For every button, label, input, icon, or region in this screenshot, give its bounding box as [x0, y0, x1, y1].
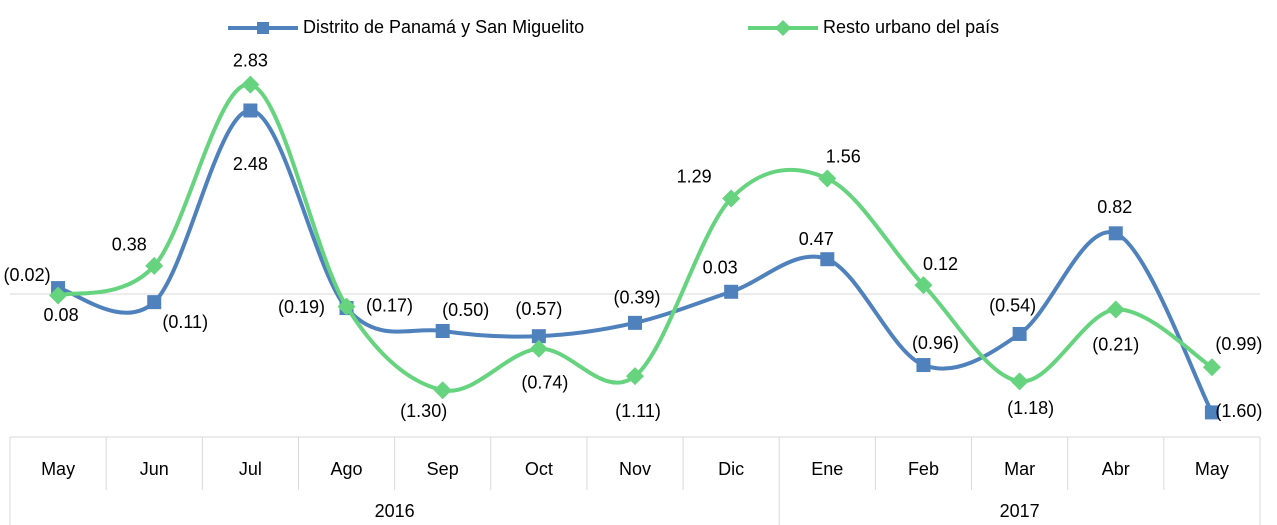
x-tick-label: Ene	[811, 459, 843, 479]
marker	[531, 329, 546, 344]
marker	[435, 324, 450, 338]
marker	[1108, 226, 1123, 241]
marker	[818, 169, 837, 188]
x-tick-label: Jul	[239, 459, 262, 479]
data-label: (1.18)	[1007, 398, 1054, 418]
marker	[147, 295, 162, 310]
marker	[724, 284, 739, 299]
data-label: (0.17)	[366, 295, 413, 315]
data-label: (0.74)	[521, 373, 568, 393]
data-label: (1.60)	[1215, 401, 1262, 421]
marker	[916, 358, 931, 373]
data-label: (0.96)	[912, 333, 959, 353]
data-label: (0.39)	[613, 288, 660, 308]
group-label: 2017	[1000, 501, 1040, 521]
x-tick-label: Jun	[140, 459, 169, 479]
legend-label: Resto urbano del país	[823, 17, 999, 37]
data-label: 0.47	[799, 229, 834, 249]
series-line	[57, 108, 1214, 414]
marker	[820, 252, 835, 267]
data-label: (0.21)	[1092, 334, 1139, 354]
data-label: (0.02)	[4, 265, 51, 285]
x-tick-label: Sep	[427, 459, 459, 479]
x-tick-label: Mar	[1004, 459, 1035, 479]
marker	[722, 189, 741, 208]
marker	[529, 339, 548, 358]
data-label: 0.03	[703, 258, 738, 278]
x-tick-label: Abr	[1102, 459, 1130, 479]
data-label: 1.56	[826, 146, 861, 166]
data-label: 0.38	[112, 235, 147, 255]
data-label: 0.12	[923, 254, 958, 274]
x-tick-label: Feb	[908, 459, 939, 479]
data-label: 0.82	[1097, 197, 1132, 217]
x-tick-label: Ago	[331, 459, 363, 479]
marker	[337, 297, 356, 316]
marker	[145, 256, 164, 275]
marker	[243, 103, 258, 118]
marker	[1204, 405, 1219, 420]
data-label: (0.57)	[515, 299, 562, 319]
x-tick-label: May	[1195, 459, 1229, 479]
data-label: 2.83	[233, 50, 268, 70]
data-label: 2.48	[233, 154, 268, 174]
marker	[914, 276, 933, 295]
data-label: 0.08	[44, 305, 79, 325]
legend-marker	[257, 22, 269, 34]
marker	[1106, 300, 1125, 319]
marker	[241, 75, 260, 94]
data-label: (0.19)	[278, 297, 325, 317]
data-label: 1.29	[677, 166, 712, 186]
legend-label: Distrito de Panamá y San Miguelito	[303, 17, 584, 37]
data-label: (0.99)	[1215, 334, 1262, 354]
marker	[1012, 326, 1027, 341]
data-label: (0.54)	[989, 296, 1036, 316]
marker	[1202, 358, 1221, 377]
x-tick-label: Dic	[718, 459, 744, 479]
data-label: (0.11)	[162, 312, 208, 332]
marker	[433, 381, 452, 400]
marker	[628, 315, 642, 330]
x-tick-label: Oct	[525, 459, 553, 479]
data-label: (1.30)	[400, 401, 447, 421]
x-tick-label: Nov	[619, 459, 651, 479]
legend-marker	[775, 20, 791, 36]
x-tick-label: May	[41, 459, 75, 479]
marker	[626, 367, 644, 386]
data-label: (0.50)	[442, 300, 489, 320]
group-label: 2016	[375, 501, 415, 521]
data-label: (1.11)	[615, 401, 661, 421]
marker	[1010, 372, 1029, 391]
marker	[49, 286, 68, 305]
